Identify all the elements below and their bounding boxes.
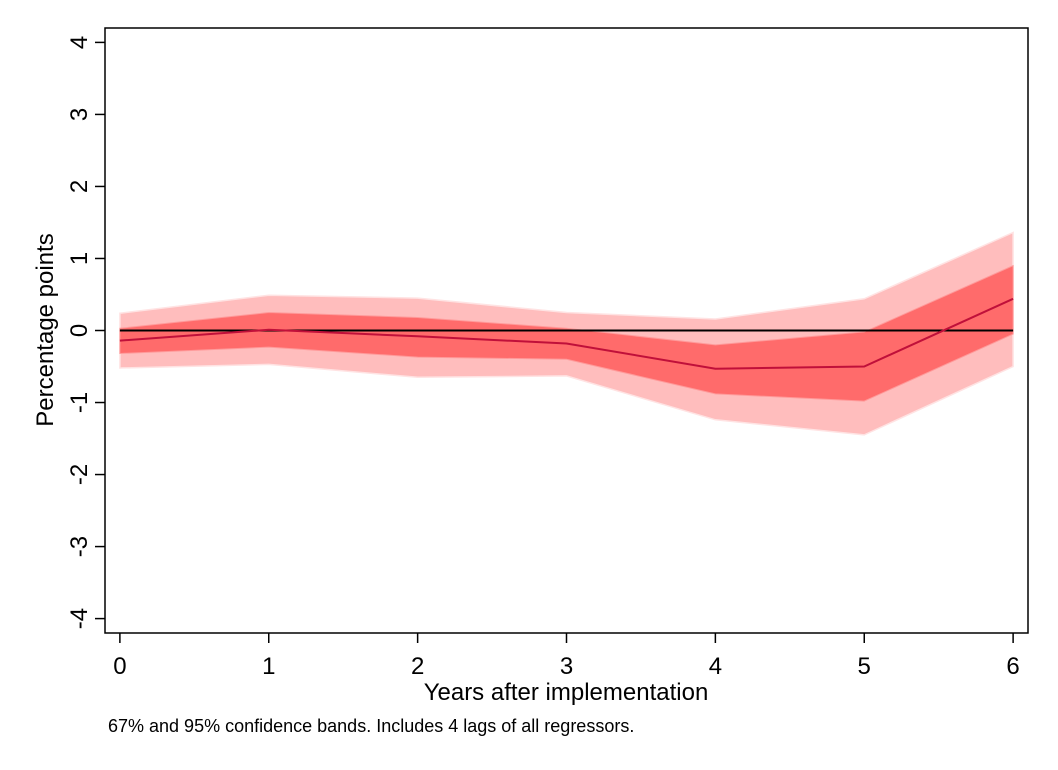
y-axis: -4 -3 -2 -1 0 1 2 3 4: [66, 36, 105, 629]
y-tick-label: 4: [66, 36, 93, 49]
y-axis-title: Percentage points: [32, 233, 59, 426]
x-axis-title: Years after implementation: [424, 679, 709, 706]
estimate-line-layer: [119, 297, 1014, 370]
x-tick-label: 6: [1006, 653, 1019, 680]
y-tick-label: 1: [66, 252, 93, 265]
x-tick-label: 5: [858, 653, 871, 680]
x-tick-label: 3: [560, 653, 573, 680]
band-67: [119, 264, 1014, 402]
x-tick-label: 0: [113, 653, 126, 680]
y-tick-label: -1: [66, 392, 93, 413]
x-tick-label: 2: [411, 653, 424, 680]
confidence-band-67: [119, 264, 1014, 402]
x-tick-label: 1: [262, 653, 275, 680]
y-tick-label: -4: [66, 608, 93, 629]
y-tick-label: -3: [66, 536, 93, 557]
y-tick-label: -2: [66, 464, 93, 485]
x-tick-label: 4: [709, 653, 722, 680]
point-estimate-line: [119, 297, 1014, 370]
y-tick-label: 2: [66, 180, 93, 193]
y-tick-label: 0: [66, 324, 93, 337]
y-tick-label: 3: [66, 108, 93, 121]
chart-note: 67% and 95% confidence bands. Includes 4…: [108, 716, 635, 736]
x-axis: 0 1 2 3 4 5 6: [113, 633, 1020, 680]
